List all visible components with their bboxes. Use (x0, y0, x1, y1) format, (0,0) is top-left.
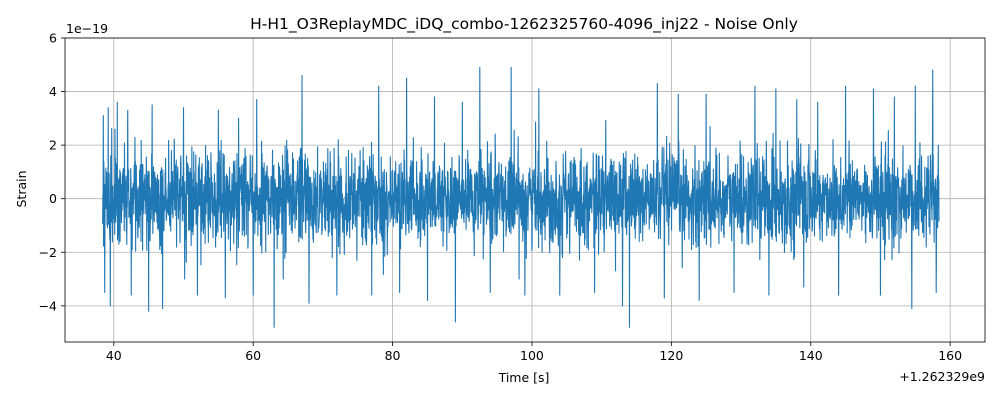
y-tick-label: −2 (39, 245, 57, 260)
y-tick-label: 6 (49, 31, 57, 46)
x-tick-label: 100 (520, 348, 544, 363)
x-axis-offset-label: +1.262329e9 (899, 369, 985, 384)
x-tick-label: 80 (385, 348, 401, 363)
chart-title: H-H1_O3ReplayMDC_iDQ_combo-1262325760-40… (250, 15, 798, 34)
strain-series-line (102, 66, 940, 328)
x-tick-label: 160 (938, 348, 962, 363)
axes-frame (64, 37, 986, 343)
x-axis: 40 60 80 100 120 140 160 (106, 342, 962, 363)
y-tick-label: 0 (49, 191, 57, 206)
x-tick-label: 40 (106, 348, 122, 363)
y-tick-label: 4 (49, 84, 57, 99)
y-axis-scale-label: 1e−19 (66, 21, 108, 36)
x-tick-label: 60 (245, 348, 261, 363)
y-axis-label: Strain (14, 170, 29, 207)
x-tick-label: 140 (799, 348, 823, 363)
plot-area (102, 66, 940, 328)
y-axis: −4 −2 0 2 4 6 (39, 31, 65, 313)
x-tick-label: 120 (659, 348, 683, 363)
y-tick-label: 2 (49, 138, 57, 153)
x-axis-label: Time [s] (498, 370, 550, 385)
y-tick-label: −4 (39, 298, 57, 313)
